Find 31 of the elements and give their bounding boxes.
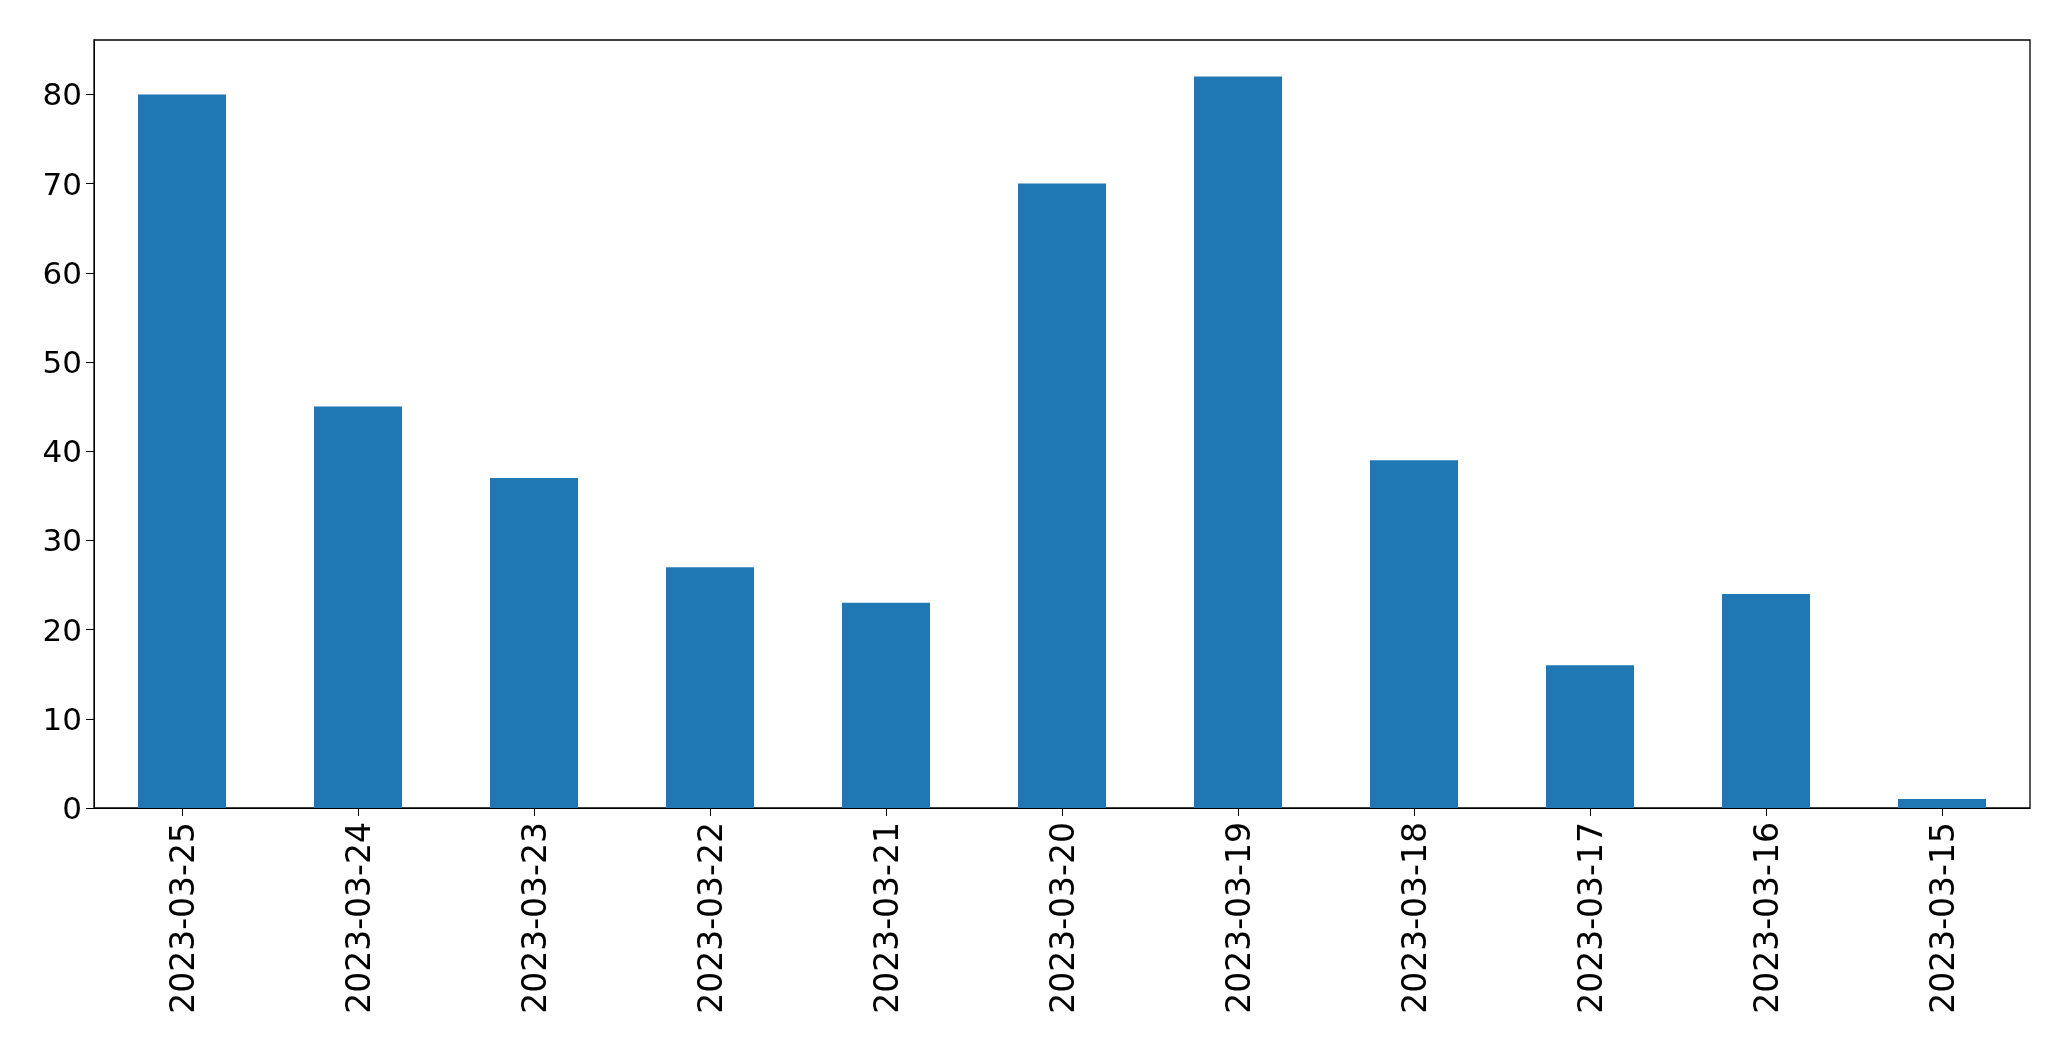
x-tick-label: 2023-03-24 — [338, 822, 378, 1014]
y-tick-label: 20 — [42, 611, 82, 648]
y-tick-label: 50 — [42, 344, 82, 381]
y-tick-label: 10 — [42, 700, 82, 737]
y-tick-label: 70 — [42, 165, 82, 202]
bar — [666, 567, 754, 808]
bar — [1018, 183, 1106, 808]
y-tick-label: 80 — [42, 76, 82, 113]
bar — [1546, 665, 1634, 808]
x-tick-label: 2023-03-17 — [1570, 822, 1610, 1014]
x-tick-label: 2023-03-23 — [514, 822, 554, 1014]
x-tick-label: 2023-03-20 — [1042, 822, 1082, 1014]
y-tick-label: 0 — [62, 790, 82, 826]
x-tick-label: 2023-03-15 — [1922, 822, 1962, 1014]
bar — [1370, 460, 1458, 808]
bar — [490, 477, 578, 808]
x-tick-label: 2023-03-19 — [1218, 822, 1258, 1014]
y-tick-label: 40 — [42, 433, 82, 470]
bar — [842, 602, 930, 808]
bar — [1722, 593, 1810, 808]
bar — [138, 94, 226, 808]
x-tick-label: 2023-03-16 — [1746, 822, 1786, 1014]
y-tick-label: 60 — [42, 254, 82, 291]
x-tick-label: 2023-03-18 — [1394, 822, 1434, 1014]
x-tick-label: 2023-03-25 — [162, 822, 202, 1014]
bar — [314, 406, 402, 808]
bar — [1194, 76, 1282, 808]
y-tick-label: 30 — [42, 522, 82, 559]
bar — [1898, 799, 1986, 808]
x-tick-label: 2023-03-21 — [866, 822, 906, 1014]
x-tick-label: 2023-03-22 — [690, 822, 730, 1014]
